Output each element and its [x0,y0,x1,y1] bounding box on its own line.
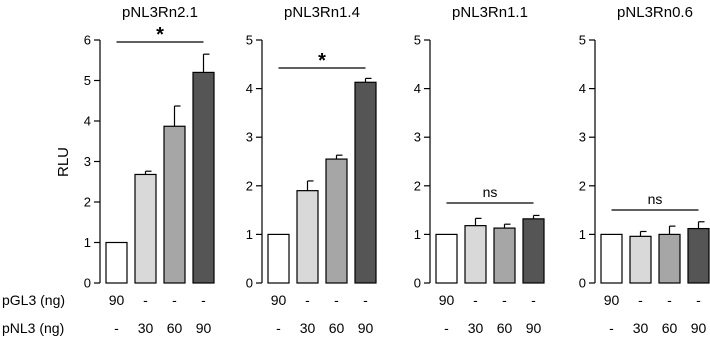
condition-cell: - [444,320,449,336]
significance-label: ns [483,184,498,200]
condition-cell: - [473,292,478,308]
condition-cell: 90 [358,320,374,336]
panel-3: pNL3Rn1.1 0 1 2 3 4 5 ns [414,4,545,291]
significance-label: ns [648,191,663,207]
bar [600,233,623,284]
bar [354,81,377,284]
condition-row-2: pNL3 (ng) - 30 60 90 - 30 60 90 - 30 60 90 - 30 60 90 [2,320,706,336]
condition-cell: - [609,320,614,336]
significance-label: * [156,24,164,46]
bar [687,227,710,284]
condition-cell: - [334,292,339,308]
panel-title: pNL3Rn1.4 [284,4,360,21]
y-tick-label: 2 [84,195,91,210]
condition-cell: 30 [633,320,649,336]
condition-cell: - [114,320,119,336]
y-tick-label: 4 [246,81,253,96]
y-tick-label: 5 [84,73,91,88]
y-tick-label: 4 [84,114,91,129]
condition-cell: 90 [271,292,287,308]
condition-cell: 30 [468,320,484,336]
y-tick-label: 0 [246,276,253,291]
bar [629,235,652,284]
condition-cell: - [172,292,177,308]
condition-cell: - [638,292,643,308]
bar [134,173,157,284]
condition-cell: 60 [329,320,345,336]
condition-cell: - [305,292,310,308]
condition-row-label: pNL3 (ng) [2,320,64,336]
condition-row-label: pGL3 (ng) [2,292,65,308]
condition-cell: 30 [138,320,154,336]
condition-cell: - [201,292,206,308]
bar [522,218,545,284]
bar [163,125,186,284]
y-tick-label: 2 [579,178,586,193]
condition-cell: 60 [167,320,183,336]
y-tick-label: 5 [579,33,586,48]
condition-cell: - [276,320,281,336]
condition-cell: 90 [196,320,212,336]
y-tick-label: 2 [246,178,253,193]
y-tick-label: 2 [414,178,421,193]
y-tick-label: 5 [246,33,253,48]
y-tick-label: 4 [579,81,586,96]
bar [435,233,458,284]
y-axis-label: RLU [55,147,72,177]
panel-4: pNL3Rn0.6 0 1 2 3 4 5 ns [579,4,710,291]
bar [493,227,516,284]
condition-cell: 90 [439,292,455,308]
condition-cell: 90 [109,292,125,308]
bar [325,158,348,284]
y-tick-label: 1 [414,227,421,242]
y-tick-label: 4 [414,81,421,96]
y-tick-label: 6 [84,33,91,48]
condition-row-1: pGL3 (ng) 90 - - - 90 - - - 90 - - - 90 - - - [2,292,701,308]
condition-cell: - [531,292,536,308]
y-tick-label: 1 [246,227,253,242]
bar [105,241,128,284]
y-tick-label: 3 [246,130,253,145]
y-tick-label: 0 [84,276,91,291]
y-tick-label: 3 [84,154,91,169]
bar [192,71,215,284]
condition-cell: 90 [691,320,707,336]
bar [296,190,319,284]
condition-cell: 60 [662,320,678,336]
condition-cell: 90 [526,320,542,336]
panel-title: pNL3Rn1.1 [452,4,528,21]
panel-2: pNL3Rn1.4 0 1 2 3 4 5 * [246,4,377,291]
y-tick-label: 3 [579,130,586,145]
condition-cell: - [143,292,148,308]
bar [267,233,290,284]
condition-cell: - [363,292,368,308]
bar [464,225,487,284]
condition-rows: pGL3 (ng) 90 - - - 90 - - - 90 - - - 90 - - - pNL3 (ng) - 3… [2,292,706,336]
y-tick-label: 1 [84,235,91,250]
bar [658,233,681,284]
panel-1: pNL3Rn2.1 0 1 2 3 4 5 6 * [84,4,215,291]
y-tick-label: 1 [579,227,586,242]
condition-cell: - [502,292,507,308]
condition-cell: 60 [497,320,513,336]
condition-cell: - [667,292,672,308]
condition-cell: 90 [604,292,620,308]
y-tick-label: 3 [414,130,421,145]
condition-cell: - [696,292,701,308]
condition-cell: 30 [300,320,316,336]
panel-title: pNL3Rn2.1 [122,4,198,21]
panel-title: pNL3Rn0.6 [617,4,693,21]
y-tick-label: 0 [414,276,421,291]
y-tick-label: 5 [414,33,421,48]
significance-label: * [318,50,326,72]
y-tick-label: 0 [579,276,586,291]
